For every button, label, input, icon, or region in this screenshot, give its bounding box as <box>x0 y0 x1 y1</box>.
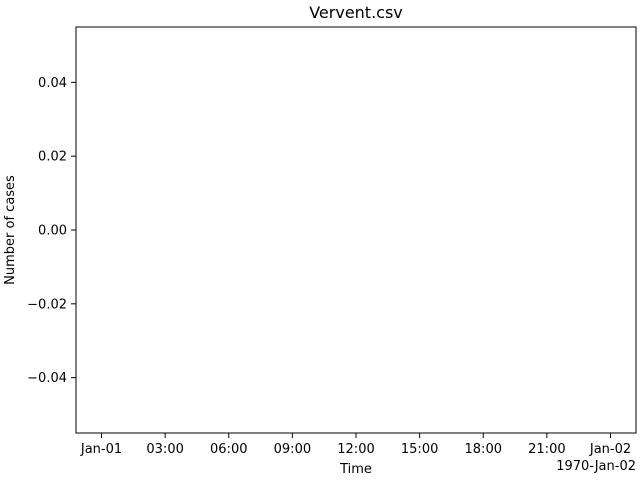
plot-area <box>76 27 636 433</box>
y-tick-label: 0.00 <box>38 224 67 239</box>
x-tick-label: 18:00 <box>465 442 502 457</box>
x-axis-label: Time <box>339 462 372 477</box>
x-tick-label: 12:00 <box>337 442 374 457</box>
y-axis: 0.04 0.02 0.00 −0.02 −0.04 <box>27 76 76 386</box>
chart-title: Vervent.csv <box>309 3 403 22</box>
x-tick-label: 15:00 <box>401 442 438 457</box>
plot-frame <box>75 26 637 434</box>
y-tick-label: 0.02 <box>38 150 67 165</box>
y-axis-label: Number of cases <box>3 175 18 285</box>
x-tick-label: 09:00 <box>274 442 311 457</box>
y-tick-label: −0.04 <box>27 371 67 386</box>
y-tick-label: 0.04 <box>38 76 67 91</box>
x-axis: Jan-01 03:00 06:00 09:00 12:00 15:00 18:00 21:0… <box>80 433 631 457</box>
y-tick-label: −0.02 <box>27 297 67 312</box>
x-tick-label: 06:00 <box>210 442 247 457</box>
x-tick-label: 21:00 <box>528 442 565 457</box>
x-tick-label: Jan-02 <box>589 442 631 457</box>
x-axis-offset-label: 1970-Jan-02 <box>556 459 636 474</box>
x-tick-label: 03:00 <box>146 442 183 457</box>
x-tick-label: Jan-01 <box>80 442 122 457</box>
